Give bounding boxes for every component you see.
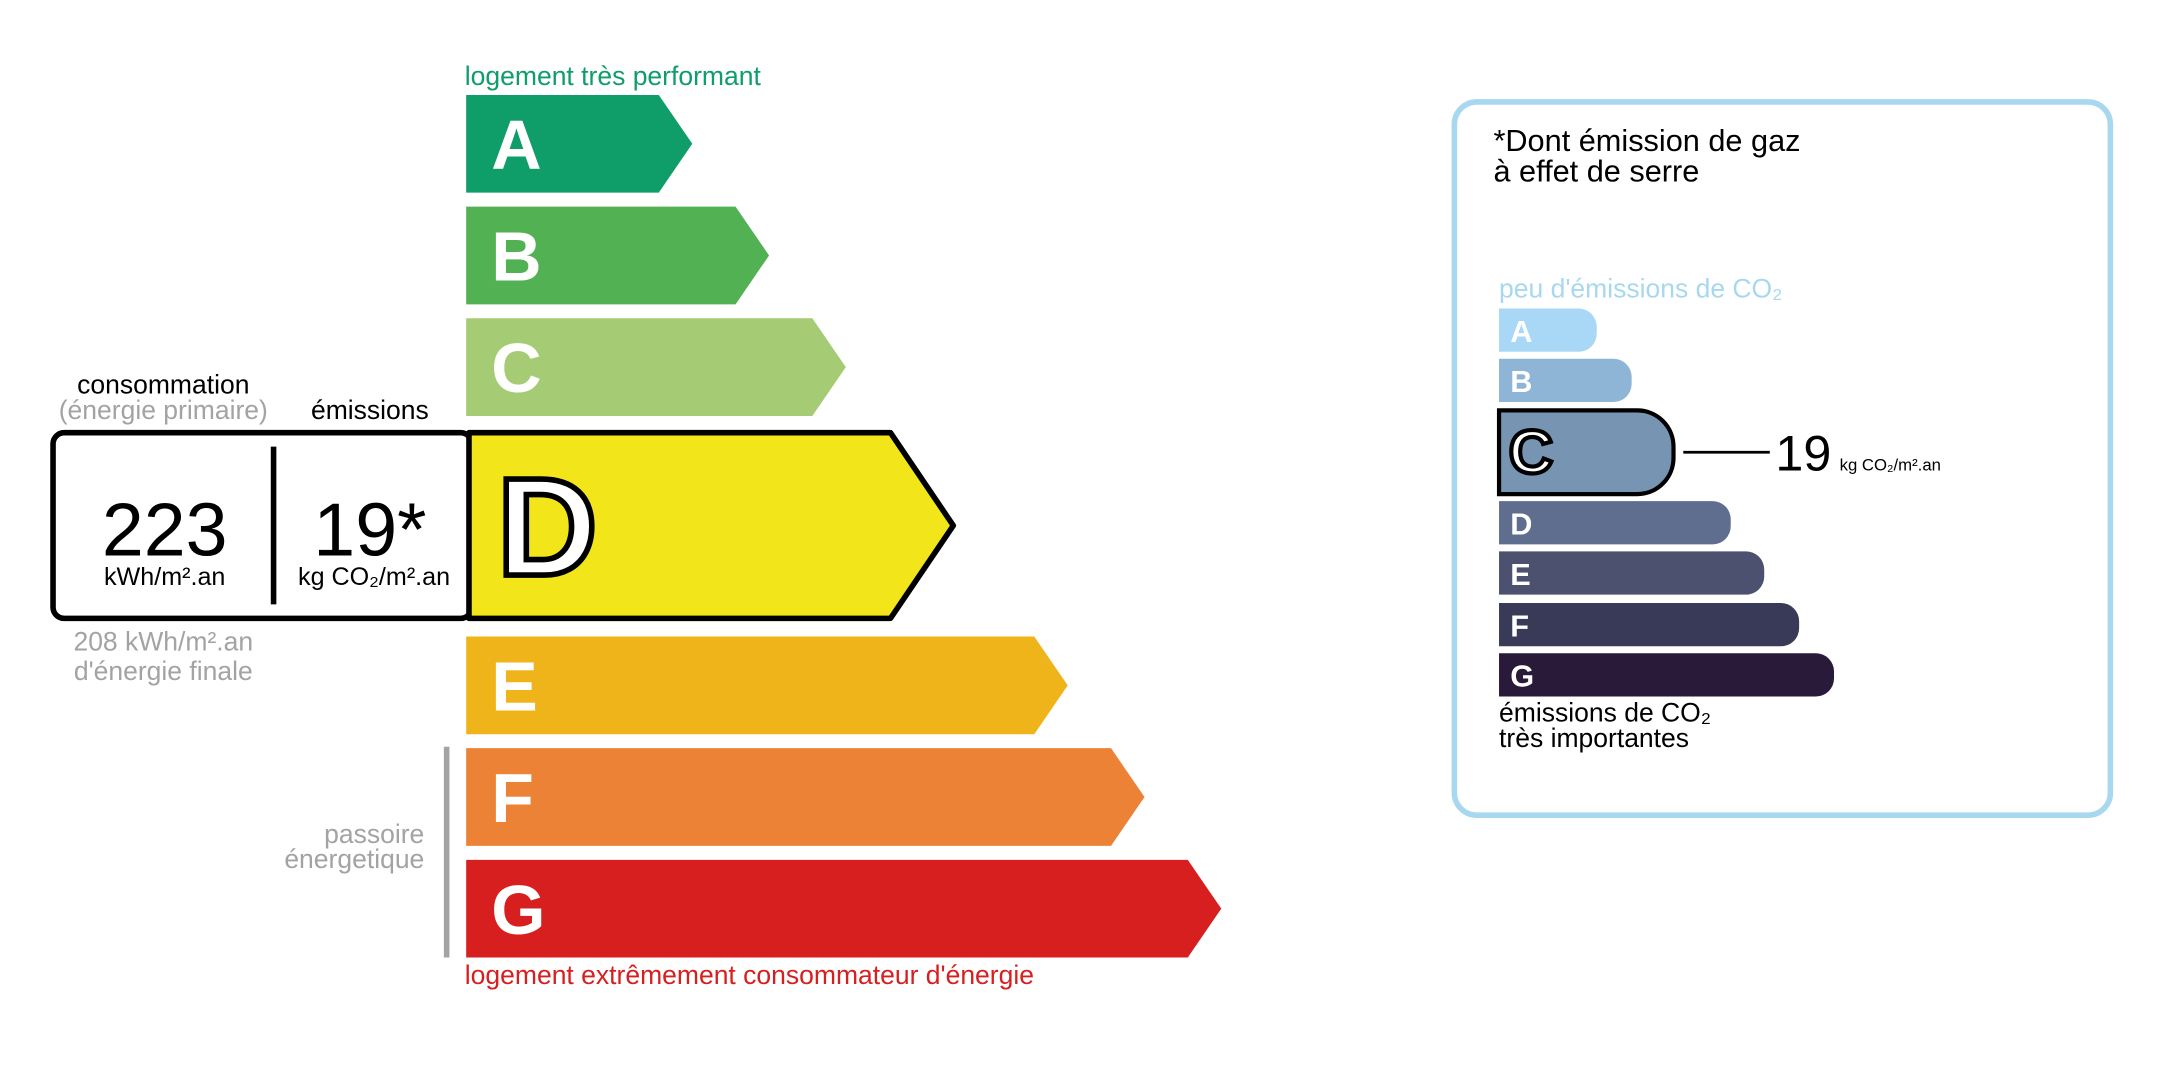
energy-class-bar [466,429,957,622]
energy-class-letter: C [491,329,541,407]
ghg-class-letter: G [1510,659,1534,694]
energy-class-letter: D [497,449,598,605]
passoire-label: énergetique [284,844,424,874]
energy-class-bar [466,859,1222,958]
ghg-class-letter: A [1510,314,1532,349]
ghg-class-bar [1499,358,1632,403]
consumption-title: consommation [77,370,249,400]
ghg-class-bar [1496,408,1676,497]
consumption-unit: kWh/m².an [104,563,225,591]
ghg-value: 19 [1775,425,1831,481]
energy-class-letter: E [491,647,538,725]
energy-class-letter: G [491,871,545,949]
ghg-class-bar [1499,308,1597,352]
ghg-class-letter: C [1509,418,1553,487]
emissions-value: 19* [313,488,426,572]
final-energy-value: 208 kWh/m².an [73,626,253,656]
energy-class-bar [466,636,1068,735]
energy-class-letter: A [491,106,541,184]
ghg-unit: kg CO₂/m².an [1840,455,1941,474]
emissions-title: émissions [311,395,429,425]
ghg-class-bar [1499,501,1731,545]
ghg-class-bar [1499,653,1835,697]
emissions-unit: kg CO₂/m².an [298,563,450,591]
ghg-class-bar [1499,551,1765,595]
ghg-class-letter: E [1510,557,1530,592]
ghg-title: à effet de serre [1493,153,1699,188]
energy-class-letter: F [491,759,534,837]
ghg-bottom-label: très importantes [1499,723,1689,753]
ghg-title: *Dont émission de gaz [1493,123,1800,158]
energy-class-bar [466,94,693,193]
ghg-class-letter: B [1510,364,1532,399]
ghg-class-letter: D [1510,507,1532,542]
ghg-class-letter: F [1510,609,1529,644]
ghg-class-bar [1499,603,1800,647]
energy-class-bar [466,206,770,305]
consumption-value: 223 [102,488,228,572]
energy-class-bar [466,318,846,416]
ghg-top-label: peu d'émissions de CO₂ [1499,273,1782,303]
energy-class-bar [466,748,1145,846]
top-label: logement très performant [465,61,762,91]
final-energy-label: d'énergie finale [74,656,253,686]
bottom-label: logement extrêmement consommateur d'éner… [465,960,1034,990]
consumption-subtitle: (énergie primaire) [59,395,268,425]
ghg-bottom-label: émissions de CO₂ [1499,698,1711,728]
passoire-label: passoire [324,819,424,849]
energy-class-letter: B [491,218,541,296]
